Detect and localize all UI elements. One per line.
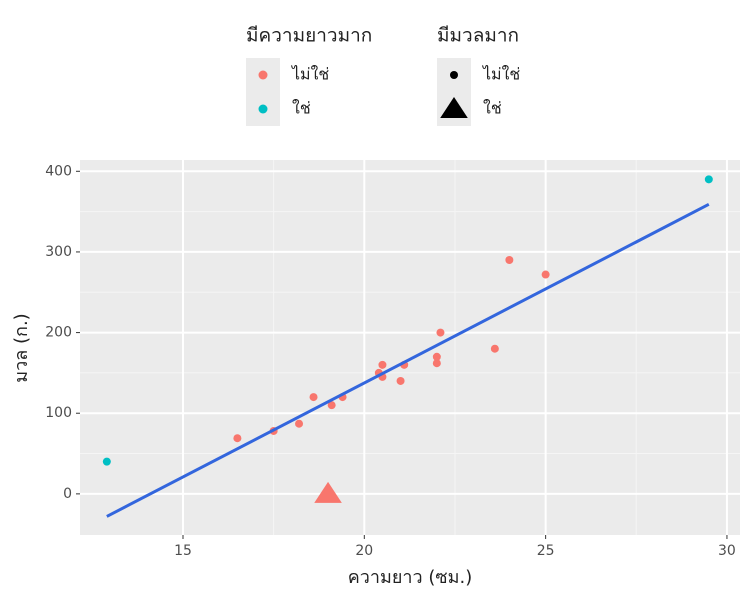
- x-tick-label: 15: [174, 543, 192, 559]
- legend-label: ใช่: [483, 99, 502, 118]
- point: [704, 175, 713, 184]
- point: [436, 328, 445, 337]
- point: [233, 434, 242, 443]
- y-axis-title: มวล (ก.): [11, 313, 32, 382]
- point: [541, 270, 550, 279]
- legend-label: ใช่: [292, 99, 311, 118]
- legend-swatch: [258, 104, 268, 114]
- x-tick-label: 20: [355, 543, 373, 559]
- legend-swatch: [258, 70, 268, 80]
- legend-title: มีความยาวมาก: [246, 25, 372, 47]
- y-tick-label: 0: [63, 486, 72, 502]
- point: [432, 352, 441, 361]
- fit-line: [106, 203, 710, 518]
- legend-swatch: [440, 97, 468, 118]
- x-axis-title: ความยาว (ซม.): [348, 567, 472, 588]
- point: [102, 457, 111, 466]
- point: [295, 419, 304, 428]
- point: [432, 359, 441, 368]
- point: [314, 481, 342, 503]
- legend-label: ไม่ใช่: [290, 65, 329, 84]
- legend-label: ไม่ใช่: [481, 65, 520, 84]
- point: [490, 344, 499, 353]
- legend-swatch: [450, 71, 458, 79]
- point: [505, 256, 514, 264]
- x-tick-label: 25: [537, 543, 555, 559]
- x-tick-label: 30: [718, 543, 736, 559]
- y-tick-label: 200: [45, 325, 72, 341]
- y-tick-label: 300: [45, 244, 72, 260]
- point: [327, 401, 336, 410]
- point: [309, 393, 318, 402]
- y-tick-label: 400: [45, 163, 72, 179]
- y-tick-label: 100: [45, 405, 72, 421]
- legend-title: มีมวลมาก: [437, 25, 519, 47]
- point: [378, 360, 387, 369]
- point: [396, 376, 405, 385]
